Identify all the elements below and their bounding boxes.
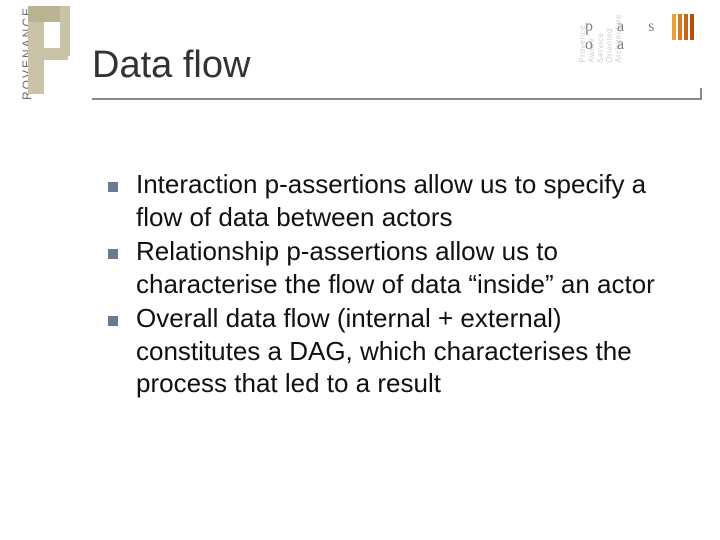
title-row: Data flow	[92, 44, 690, 87]
bullet-square-icon	[108, 182, 118, 192]
bullet-text: Overall data flow (internal + external) …	[136, 302, 680, 400]
page-title: Data flow	[92, 44, 690, 87]
bullet-square-icon	[108, 249, 118, 259]
bullet-text: Interaction p-assertions allow us to spe…	[136, 168, 680, 233]
provenance-logo-p-icon	[28, 6, 68, 94]
body-content: Interaction p-assertions allow us to spe…	[108, 168, 680, 402]
provenance-logo: ROVENANCE	[0, 0, 70, 100]
slide: ROVENANCE ProvenceAwareServiceOrientedAr…	[0, 0, 720, 540]
title-underline	[92, 98, 702, 100]
list-item: Interaction p-assertions allow us to spe…	[108, 168, 680, 233]
list-item: Overall data flow (internal + external) …	[108, 302, 680, 400]
title-underline-tick	[700, 88, 702, 100]
logo-shape	[28, 48, 68, 60]
list-item: Relationship p-assertions allow us to ch…	[108, 235, 680, 300]
bullet-text: Relationship p-assertions allow us to ch…	[136, 235, 680, 300]
bullet-square-icon	[108, 316, 118, 326]
